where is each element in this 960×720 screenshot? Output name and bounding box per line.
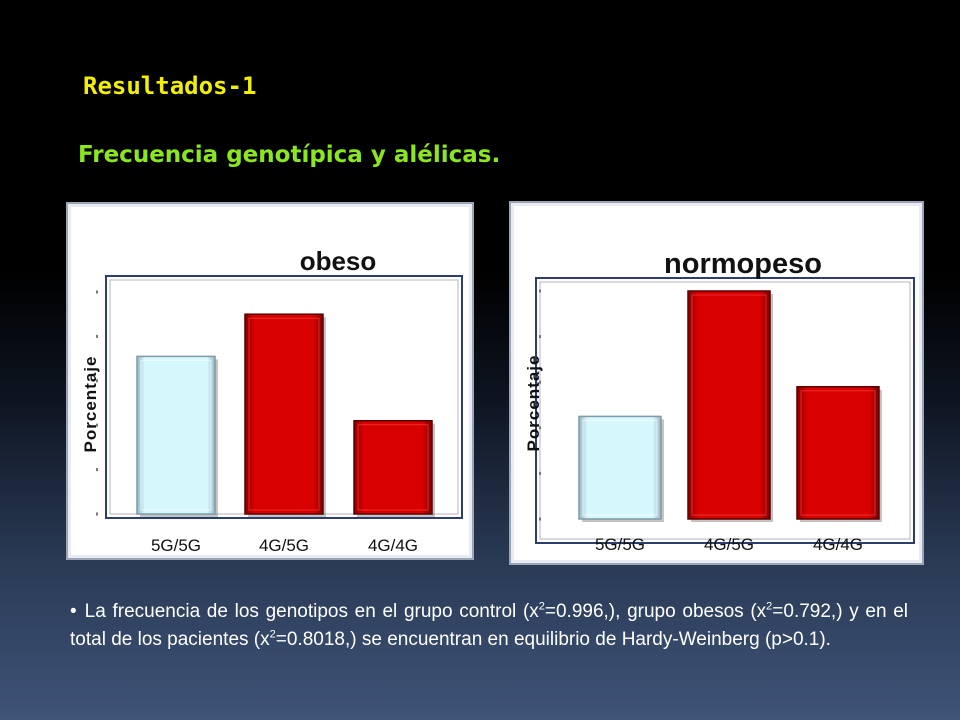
y-axis-label: Porcentaje [81,356,100,453]
body-text-sup2: 2 [766,600,773,613]
y-tick-mark [539,471,541,475]
y-tick-mark [539,517,541,521]
slide-subtitle: Frecuencia genotípica y alélicas. [78,142,501,168]
y-tick-mark [96,468,98,472]
bar-4G-5G [244,313,326,517]
bar-4G-4G [796,386,882,522]
body-text-part4: =0.8018,) se encuentran en equilibrio de… [275,629,831,650]
y-tick-mark [539,335,541,339]
bar-5G-5G [136,355,218,517]
y-tick-mark [539,426,541,430]
slide-title: Resultados-1 [83,72,257,100]
y-axis-label: Porcentaje [524,355,543,452]
x-tick-label: 4G/5G [704,535,754,554]
x-tick-label: 4G/4G [368,536,418,555]
chart-normopeso: normopeso Porcentaje 5G/5G 4G/5G 4G/4G [524,248,915,554]
body-text-part2: =0.996,), grupo obesos (x [544,601,767,622]
y-tick-mark [96,423,98,427]
chart-panel-obeso: obeso Porcentaje 5G/5G 4G/5G 4G/4G [66,202,474,560]
x-tick-label: 5G/5G [151,536,201,555]
y-tick-mark [96,379,98,383]
y-tick-mark [96,290,98,294]
y-tick-mark [539,289,541,293]
x-tick-label: 4G/5G [259,536,309,555]
chart-title: normopeso [664,248,822,280]
body-text-sup3: 2 [269,628,276,641]
chart-panel-normopeso: normopeso Porcentaje 5G/5G 4G/5G 4G/4G [509,201,924,565]
body-text-sup1: 2 [538,600,545,613]
bullet-icon: • [70,601,77,622]
y-tick-mark [96,512,98,516]
body-text-part1: La frecuencia de los genotipos en el gru… [84,601,539,622]
bar-5G-5G [578,415,664,522]
x-tick-label: 4G/4G [813,535,863,554]
chart-title: obeso [300,246,377,276]
y-tick-mark [539,380,541,384]
bar-4G-5G [687,290,773,522]
x-tick-label: 5G/5G [595,535,645,554]
body-text: • La frecuencia de los genotipos en el gr… [70,598,908,654]
y-tick-mark [96,334,98,338]
bar-4G-4G [353,420,435,517]
body-text-part3: =0.792,) y en el total de los pacientes … [70,601,908,650]
chart-obeso: obeso Porcentaje 5G/5G 4G/5G 4G/4G [81,246,463,555]
